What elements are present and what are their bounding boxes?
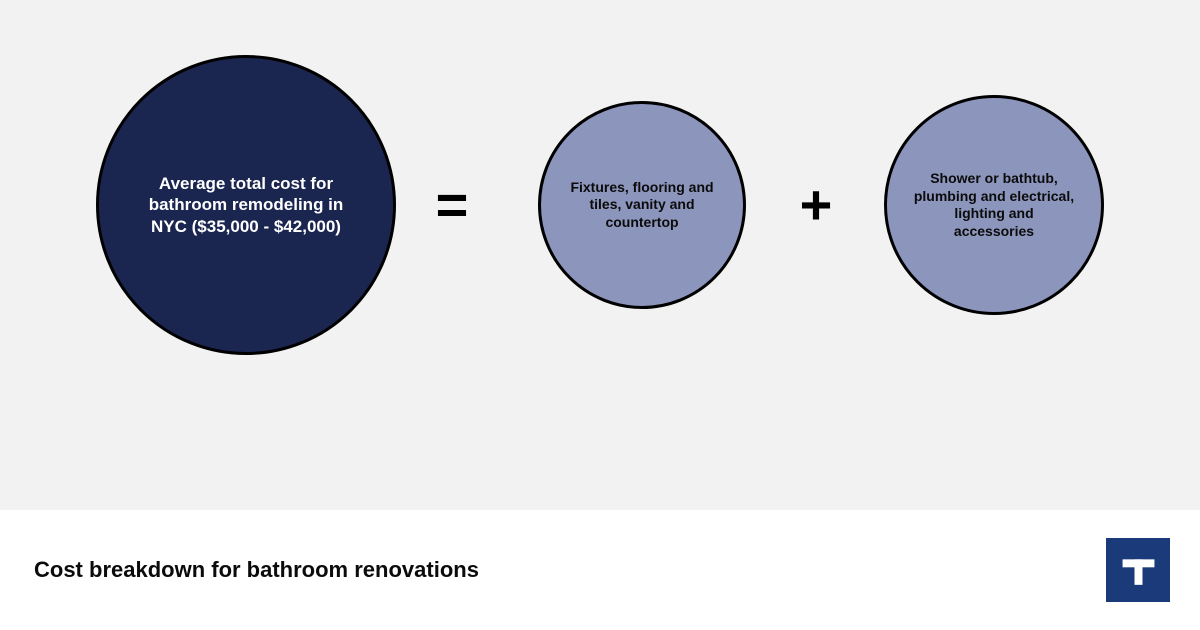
component-circle-2: Shower or bathtub, plumbing and electric…: [884, 95, 1104, 315]
plus-operator: +: [788, 177, 844, 233]
equals-operator: =: [424, 177, 480, 233]
equals-symbol: =: [436, 177, 469, 233]
diagram-area: Average total cost for bathroom remodeli…: [0, 0, 1200, 510]
total-cost-text: Average total cost for bathroom remodeli…: [99, 173, 393, 237]
brand-logo: [1106, 538, 1170, 602]
component-circle-1: Fixtures, flooring and tiles, vanity and…: [538, 101, 746, 309]
component-2-text: Shower or bathtub, plumbing and electric…: [887, 170, 1101, 240]
chart-title: Cost breakdown for bathroom renovations: [34, 557, 479, 583]
plus-symbol: +: [800, 177, 833, 233]
total-cost-circle: Average total cost for bathroom remodeli…: [96, 55, 396, 355]
component-1-text: Fixtures, flooring and tiles, vanity and…: [541, 179, 743, 232]
logo-t-icon: [1113, 545, 1164, 596]
footer-bar: Cost breakdown for bathroom renovations: [0, 510, 1200, 630]
